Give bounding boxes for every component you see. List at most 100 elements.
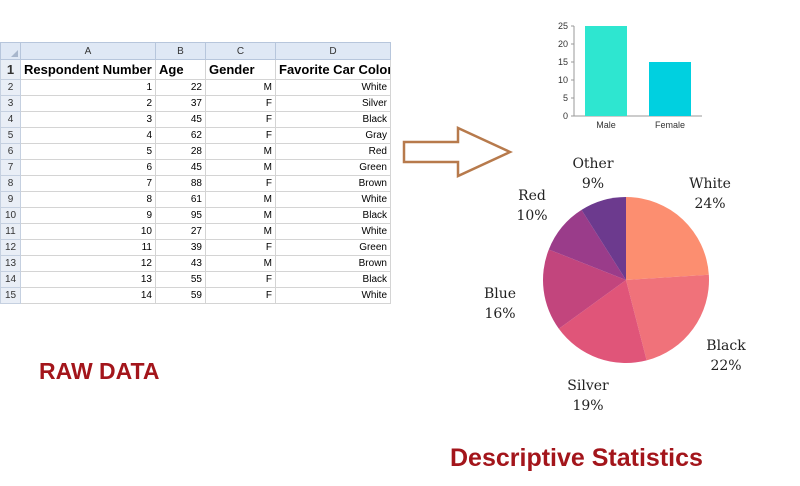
row-number[interactable]: 6 bbox=[0, 143, 21, 160]
gender-cell[interactable]: M bbox=[205, 207, 276, 224]
pie-label-name: Red bbox=[518, 188, 546, 204]
car-color-cell[interactable]: Black bbox=[275, 271, 391, 288]
age-cell[interactable]: 43 bbox=[155, 255, 206, 272]
pie-label-name: Silver bbox=[567, 378, 609, 394]
car-color-cell[interactable]: Brown bbox=[275, 255, 391, 272]
arrow-shape bbox=[402, 126, 513, 178]
respondent-number-cell[interactable]: 11 bbox=[20, 239, 156, 256]
gender-cell[interactable]: F bbox=[205, 239, 276, 256]
gender-cell[interactable]: M bbox=[205, 255, 276, 272]
age-cell[interactable]: 39 bbox=[155, 239, 206, 256]
respondent-number-cell[interactable]: 10 bbox=[20, 223, 156, 240]
gender-cell[interactable]: M bbox=[205, 223, 276, 240]
row-number[interactable]: 10 bbox=[0, 207, 21, 224]
respondent-number-cell[interactable]: 12 bbox=[20, 255, 156, 272]
gender-cell[interactable]: M bbox=[205, 143, 276, 160]
bar-male bbox=[585, 26, 627, 116]
header-cell-respondent-number[interactable]: Respondent Number bbox=[20, 59, 156, 80]
car-color-cell[interactable]: White bbox=[275, 79, 391, 96]
car-color-cell[interactable]: Red bbox=[275, 143, 391, 160]
row-number[interactable]: 3 bbox=[0, 95, 21, 112]
row-number[interactable]: 13 bbox=[0, 255, 21, 272]
row-number[interactable]: 4 bbox=[0, 111, 21, 128]
age-cell[interactable]: 59 bbox=[155, 287, 206, 304]
respondent-number-cell[interactable]: 6 bbox=[20, 159, 156, 176]
row-number[interactable]: 14 bbox=[0, 271, 21, 288]
age-cell[interactable]: 55 bbox=[155, 271, 206, 288]
respondent-number-cell[interactable]: 3 bbox=[20, 111, 156, 128]
age-cell[interactable]: 45 bbox=[155, 159, 206, 176]
header-cell-favorite-car-color[interactable]: Favorite Car Color bbox=[275, 59, 391, 80]
pie-label-percent: 24% bbox=[694, 196, 725, 212]
gender-cell[interactable]: F bbox=[205, 175, 276, 192]
age-cell[interactable]: 61 bbox=[155, 191, 206, 208]
y-tick-label: 15 bbox=[558, 57, 568, 67]
column-header-b[interactable]: B bbox=[155, 42, 206, 60]
respondent-number-cell[interactable]: 4 bbox=[20, 127, 156, 144]
header-cell-gender[interactable]: Gender bbox=[205, 59, 276, 80]
car-color-cell[interactable]: Green bbox=[275, 239, 391, 256]
car-color-cell[interactable]: White bbox=[275, 191, 391, 208]
respondent-number-cell[interactable]: 5 bbox=[20, 143, 156, 160]
column-header-c[interactable]: C bbox=[205, 42, 276, 60]
row-number[interactable]: 1 bbox=[0, 59, 21, 80]
age-cell[interactable]: 62 bbox=[155, 127, 206, 144]
gender-cell[interactable]: M bbox=[205, 191, 276, 208]
y-tick-label: 25 bbox=[558, 21, 568, 31]
table-row: 13 12 43 M Brown bbox=[0, 255, 391, 272]
column-header-a[interactable]: A bbox=[20, 42, 156, 60]
y-tick-label: 20 bbox=[558, 39, 568, 49]
car-color-cell[interactable]: Black bbox=[275, 207, 391, 224]
respondent-number-cell[interactable]: 2 bbox=[20, 95, 156, 112]
table-row: 14 13 55 F Black bbox=[0, 271, 391, 288]
spreadsheet-table: A B C D 1 Respondent Number Age Gender F… bbox=[0, 42, 391, 304]
age-cell[interactable]: 37 bbox=[155, 95, 206, 112]
gender-cell[interactable]: F bbox=[205, 127, 276, 144]
pie-label-name: Black bbox=[706, 338, 746, 354]
car-color-cell[interactable]: Gray bbox=[275, 127, 391, 144]
age-cell[interactable]: 27 bbox=[155, 223, 206, 240]
header-cell-age[interactable]: Age bbox=[155, 59, 206, 80]
age-cell[interactable]: 88 bbox=[155, 175, 206, 192]
row-number[interactable]: 8 bbox=[0, 175, 21, 192]
car-color-pie-chart: White 24% Black 22% Silver 19% Blue 16% Red 10% Ot… bbox=[484, 156, 746, 414]
table-row: 12 11 39 F Green bbox=[0, 239, 391, 256]
car-color-cell[interactable]: Black bbox=[275, 111, 391, 128]
gender-cell[interactable]: F bbox=[205, 287, 276, 304]
car-color-cell[interactable]: Green bbox=[275, 159, 391, 176]
row-number[interactable]: 2 bbox=[0, 79, 21, 96]
row-number[interactable]: 12 bbox=[0, 239, 21, 256]
column-header-d[interactable]: D bbox=[275, 42, 391, 60]
table-row: 5 4 62 F Gray bbox=[0, 127, 391, 144]
gender-cell[interactable]: F bbox=[205, 111, 276, 128]
gender-cell[interactable]: F bbox=[205, 271, 276, 288]
respondent-number-cell[interactable]: 14 bbox=[20, 287, 156, 304]
age-cell[interactable]: 22 bbox=[155, 79, 206, 96]
age-cell[interactable]: 28 bbox=[155, 143, 206, 160]
row-number[interactable]: 15 bbox=[0, 287, 21, 304]
car-color-cell[interactable]: Silver bbox=[275, 95, 391, 112]
gender-cell[interactable]: M bbox=[205, 79, 276, 96]
table-row: 15 14 59 F White bbox=[0, 287, 391, 304]
select-all-corner[interactable] bbox=[0, 42, 21, 60]
row-number[interactable]: 7 bbox=[0, 159, 21, 176]
car-color-cell[interactable]: Brown bbox=[275, 175, 391, 192]
respondent-number-cell[interactable]: 1 bbox=[20, 79, 156, 96]
respondent-number-cell[interactable]: 8 bbox=[20, 191, 156, 208]
pie-label-name: Other bbox=[572, 156, 613, 172]
right-arrow-icon bbox=[402, 126, 513, 178]
car-color-cell[interactable]: White bbox=[275, 287, 391, 304]
row-number[interactable]: 5 bbox=[0, 127, 21, 144]
respondent-number-cell[interactable]: 7 bbox=[20, 175, 156, 192]
car-color-cell[interactable]: White bbox=[275, 223, 391, 240]
row-number[interactable]: 9 bbox=[0, 191, 21, 208]
age-cell[interactable]: 95 bbox=[155, 207, 206, 224]
raw-data-label: RAW DATA bbox=[39, 358, 160, 384]
respondent-number-cell[interactable]: 9 bbox=[20, 207, 156, 224]
gender-cell[interactable]: M bbox=[205, 159, 276, 176]
table-row: 9 8 61 M White bbox=[0, 191, 391, 208]
gender-cell[interactable]: F bbox=[205, 95, 276, 112]
respondent-number-cell[interactable]: 13 bbox=[20, 271, 156, 288]
row-number[interactable]: 11 bbox=[0, 223, 21, 240]
age-cell[interactable]: 45 bbox=[155, 111, 206, 128]
